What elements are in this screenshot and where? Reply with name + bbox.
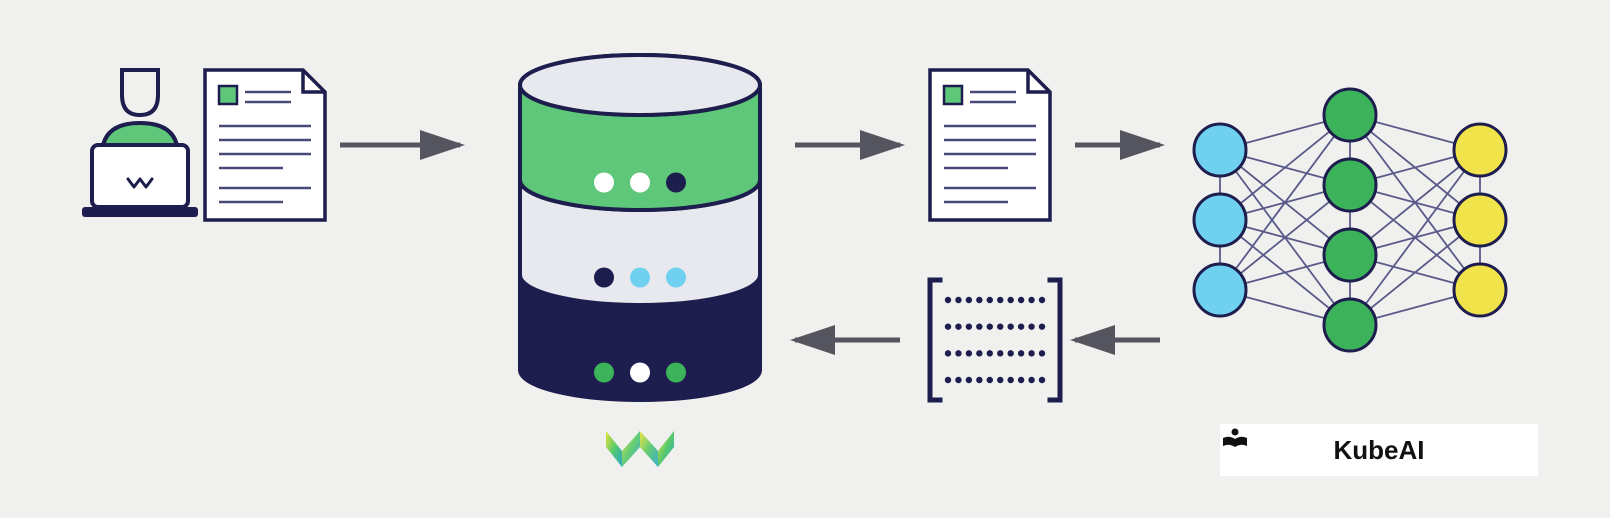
kubeai-text: KubeAI bbox=[1334, 435, 1425, 466]
user-icon bbox=[82, 70, 198, 217]
weaviate-logo-icon bbox=[606, 431, 674, 467]
database-icon bbox=[520, 55, 760, 400]
kubeai-label-box: KubeAI bbox=[1220, 424, 1538, 476]
book-reader-icon bbox=[1220, 424, 1250, 454]
document-input-icon bbox=[205, 70, 325, 220]
vector-matrix-icon bbox=[930, 280, 1060, 400]
document-forward-icon bbox=[930, 70, 1050, 220]
neural-network-icon bbox=[1194, 89, 1506, 351]
